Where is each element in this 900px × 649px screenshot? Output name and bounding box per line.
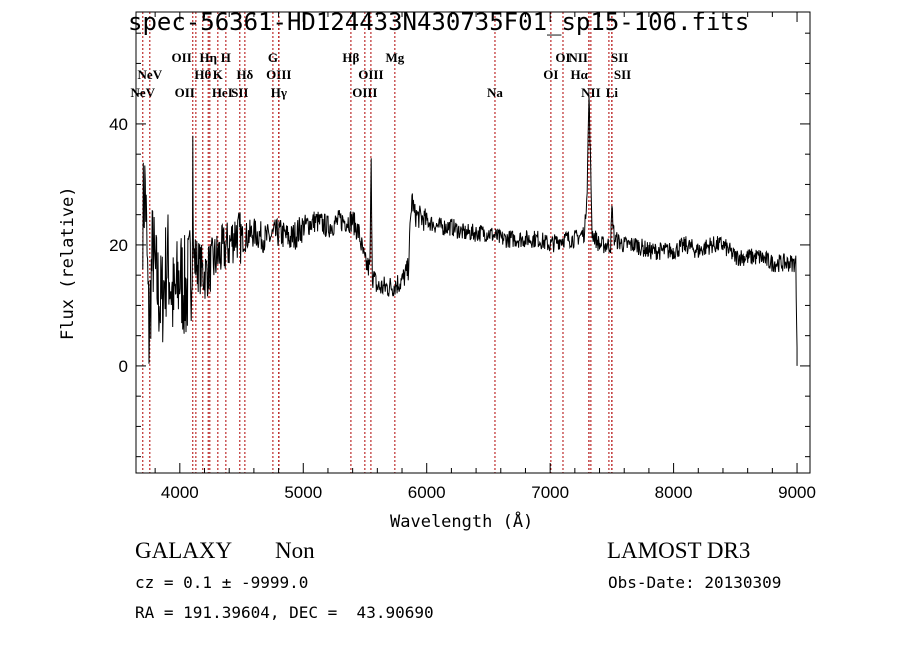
- spectrum-line: [142, 95, 798, 366]
- line-marker-label: Hγ: [271, 85, 287, 100]
- x-tick-label: 5000: [284, 483, 322, 502]
- y-tick-label: 20: [109, 236, 128, 255]
- line-marker-label: NII: [581, 85, 601, 100]
- x-tick-label: 8000: [655, 483, 693, 502]
- line-marker-label: SII: [231, 85, 248, 100]
- y-tick-label: 40: [109, 115, 128, 134]
- line-marker-label: OIII: [352, 85, 377, 100]
- line-marker-label: Mg: [385, 50, 404, 65]
- line-marker-label: HeI: [212, 85, 233, 100]
- x-tick-label: 9000: [778, 483, 816, 502]
- line-marker-label: SII: [614, 67, 631, 82]
- line-marker-label: Hη: [199, 50, 217, 65]
- obs-date: Obs-Date: 20130309: [608, 573, 782, 592]
- object-subclass: Non: [275, 538, 315, 563]
- line-marker-label: OI: [543, 67, 558, 82]
- line-marker-label: NeV: [131, 85, 156, 100]
- line-marker-label: H: [221, 50, 231, 65]
- line-marker-label: OII: [172, 50, 192, 65]
- line-marker-label: Na: [487, 85, 503, 100]
- line-marker-label: K: [213, 67, 224, 82]
- line-marker-label: SII: [611, 50, 628, 65]
- line-marker-label: NeV: [138, 67, 163, 82]
- line-marker-label: OII: [175, 85, 195, 100]
- x-axis-label: Wavelength (Å): [390, 512, 534, 532]
- y-axis-label: Flux (relative): [58, 186, 78, 340]
- x-tick-label: 7000: [531, 483, 569, 502]
- chart-title: spec-56361-HD124433N430735F01_sp15-106.f…: [128, 8, 750, 36]
- line-marker-label: OIII: [358, 67, 383, 82]
- x-tick-label: 4000: [161, 483, 199, 502]
- line-marker-label: OI: [555, 50, 570, 65]
- line-marker-label: Hβ: [342, 50, 359, 65]
- plot-frame: [135, 11, 811, 474]
- line-marker-label: G: [268, 50, 278, 65]
- line-marker-label: Hα: [571, 67, 589, 82]
- redshift-info: cz = 0.1 ± -9999.0: [135, 573, 309, 592]
- line-marker-label: Li: [606, 85, 619, 100]
- object-class: GALAXY: [135, 538, 233, 563]
- line-marker-label: OIII: [266, 67, 291, 82]
- x-tick-label: 6000: [408, 483, 446, 502]
- survey-name: LAMOST DR3: [607, 538, 751, 563]
- y-tick-label: 0: [119, 357, 128, 376]
- ra-dec: RA = 191.39604, DEC = 43.90690: [135, 603, 434, 622]
- line-marker-label: NII: [568, 50, 588, 65]
- line-marker-label: Hδ: [236, 67, 253, 82]
- line-marker-label: Hθ: [194, 67, 211, 82]
